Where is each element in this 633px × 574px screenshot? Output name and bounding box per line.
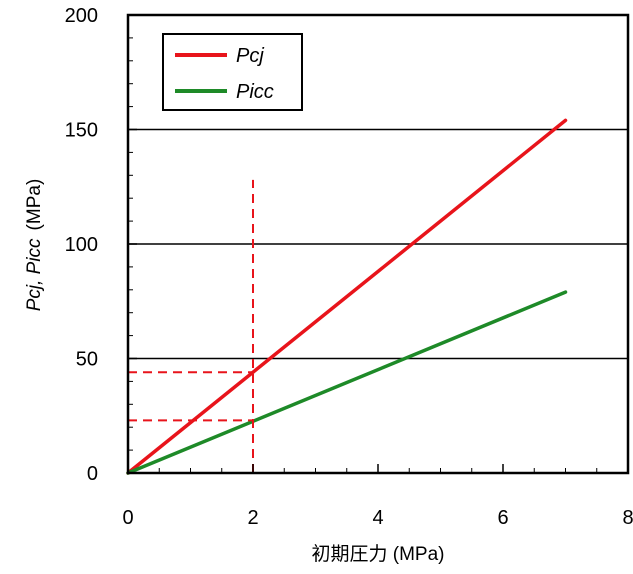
reference-lines [128, 179, 254, 473]
y-tick-labels: 0 50 100 150 200 [65, 5, 98, 485]
x-axis-title: 初期圧力 (MPa) [311, 543, 444, 565]
x-tick-label: 8 [622, 507, 633, 529]
y-axis-title-unit: (MPa) [24, 179, 45, 231]
x-tick-label: 2 [247, 507, 258, 529]
series-line-picc [126, 290, 568, 475]
y-axis-title-series: Pcj, Picc [24, 238, 45, 311]
x-tick-labels: 0 2 4 6 8 [122, 507, 633, 529]
legend: Pcj Picc [162, 33, 303, 111]
legend-label-pcj: Pcj [236, 45, 264, 67]
series-layer [126, 118, 568, 475]
x-tick-label: 0 [122, 507, 133, 529]
y-tick-label: 150 [65, 120, 98, 142]
y-axis-title: Pcj, Picc (MPa) [24, 179, 45, 312]
x-tick-label: 6 [497, 507, 508, 529]
y-tick-label: 200 [65, 5, 98, 27]
gridlines [128, 128, 628, 360]
legend-label-picc: Picc [236, 81, 274, 103]
ticks [127, 14, 629, 474]
series-line-pcj [126, 118, 568, 475]
legend-box [162, 33, 303, 111]
y-tick-label: 0 [87, 463, 98, 485]
y-tick-label: 50 [76, 349, 98, 371]
x-tick-label: 4 [372, 507, 383, 529]
y-tick-label: 100 [65, 234, 98, 256]
